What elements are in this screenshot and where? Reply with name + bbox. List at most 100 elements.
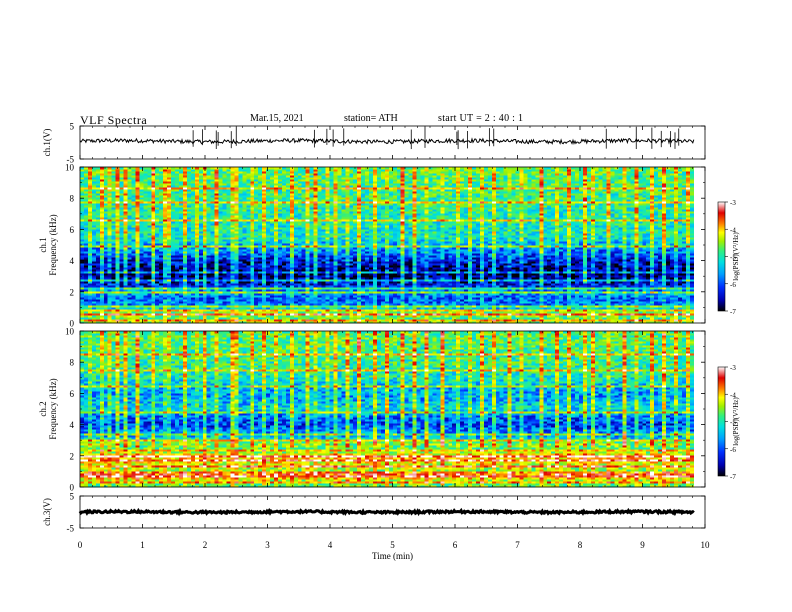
spectrogram-cell <box>282 319 286 321</box>
spectrogram-cell <box>278 181 282 183</box>
spectrogram-cell <box>306 297 310 299</box>
spectrogram-cell <box>128 233 132 235</box>
spectrogram-cell <box>230 223 234 225</box>
spectrogram-cell <box>310 257 314 259</box>
spectrogram-cell <box>262 175 266 177</box>
spectrogram-cell <box>298 307 302 309</box>
spectrogram-cell <box>183 213 187 215</box>
spectrogram-cell <box>139 291 143 293</box>
spectrogram-cell <box>211 215 215 217</box>
spectrogram-cell <box>167 291 171 293</box>
spectrogram-cell <box>314 171 318 173</box>
spectrogram-cell <box>84 239 88 241</box>
spectrogram-cell <box>191 201 195 203</box>
spectrogram-cell <box>88 199 92 201</box>
spectrogram-cell <box>234 185 238 187</box>
spectrogram-cell <box>211 257 215 259</box>
spectrogram-cell <box>171 247 175 249</box>
spectrogram-cell <box>131 319 135 321</box>
spectrogram-cell <box>175 269 179 271</box>
spectrogram-cell <box>274 221 278 223</box>
spectrogram-cell <box>246 203 250 205</box>
spectrogram-cell <box>203 251 207 253</box>
spectrogram-cell <box>246 201 250 203</box>
spectrogram-cell <box>163 319 167 321</box>
spectrogram-cell <box>314 251 318 253</box>
spectrogram-cell <box>120 181 124 183</box>
spectrogram-cell <box>227 277 231 279</box>
spectrogram-cell <box>310 239 314 241</box>
spectrogram-cell <box>215 201 219 203</box>
spectrogram-cell <box>270 289 274 291</box>
spectrogram-cell <box>274 219 278 221</box>
spectrogram-cell <box>163 287 167 289</box>
spectrogram-cell <box>238 239 242 241</box>
spectrogram-cell <box>195 255 199 257</box>
spectrogram-cell <box>191 225 195 227</box>
spectrogram-cell <box>322 309 326 311</box>
spectrogram-cell <box>310 223 314 225</box>
spectrogram-cell <box>250 257 254 259</box>
spectrogram-cell <box>211 225 215 227</box>
spectrogram-cell <box>254 245 258 247</box>
spectrogram-cell <box>183 237 187 239</box>
spectrogram-cell <box>234 209 238 211</box>
spectrogram-cell <box>211 283 215 285</box>
spectrogram-cell <box>116 275 120 277</box>
spectrogram-cell <box>139 241 143 243</box>
spectrogram-cell <box>223 169 227 171</box>
spectrogram-cell <box>120 275 124 277</box>
spectrogram-cell <box>227 309 231 311</box>
spectrogram-cell <box>234 227 238 229</box>
spectrogram-cell <box>322 315 326 317</box>
spectrogram-cell <box>147 309 151 311</box>
spectrogram-cell <box>230 245 234 247</box>
spectrogram-cell <box>294 215 298 217</box>
spectrogram-cell <box>104 245 108 247</box>
spectrogram-cell <box>266 183 270 185</box>
spectrogram-cell <box>163 237 167 239</box>
spectrogram-cell <box>242 245 246 247</box>
spectrogram-cell <box>199 247 203 249</box>
spectrogram-cell <box>88 261 92 263</box>
spectrogram-cell <box>179 235 183 237</box>
spectrogram-cell <box>219 297 223 299</box>
spectrogram-cell <box>143 247 147 249</box>
spectrogram-cell <box>238 241 242 243</box>
spectrogram-cell <box>135 195 139 197</box>
spectrogram-cell <box>302 169 306 171</box>
spectrogram-cell <box>179 209 183 211</box>
spectrogram-cell <box>151 249 155 251</box>
spectrogram-cell <box>108 183 112 185</box>
spectrogram-cell <box>266 271 270 273</box>
spectrogram-cell <box>274 243 278 245</box>
spectrogram-cell <box>278 193 282 195</box>
spectrogram-cell <box>199 277 203 279</box>
spectrogram-cell <box>230 207 234 209</box>
spectrogram-cell <box>274 297 278 299</box>
spectrogram-cell <box>195 219 199 221</box>
spectrogram-cell <box>242 259 246 261</box>
spectrogram-cell <box>318 223 322 225</box>
spectrogram-cell <box>187 277 191 279</box>
spectrogram-cell <box>250 177 254 179</box>
spectrogram-cell <box>167 177 171 179</box>
spectrogram-cell <box>278 291 282 293</box>
spectrogram-cell <box>298 211 302 213</box>
spectrogram-cell <box>242 255 246 257</box>
spectrogram-cell <box>199 175 203 177</box>
spectrogram-cell <box>116 175 120 177</box>
spectrogram-cell <box>128 199 132 201</box>
spectrogram-cell <box>175 309 179 311</box>
spectrogram-cell <box>207 213 211 215</box>
spectrogram-cell <box>223 285 227 287</box>
spectrogram-cell <box>211 229 215 231</box>
spectrogram-cell <box>139 253 143 255</box>
spectrogram-cell <box>151 283 155 285</box>
spectrogram-cell <box>246 279 250 281</box>
spectrogram-cell <box>151 303 155 305</box>
spectrogram-cell <box>108 259 112 261</box>
spectrogram-cell <box>322 191 326 193</box>
spectrogram-cell <box>215 191 219 193</box>
spectrogram-cell <box>131 303 135 305</box>
